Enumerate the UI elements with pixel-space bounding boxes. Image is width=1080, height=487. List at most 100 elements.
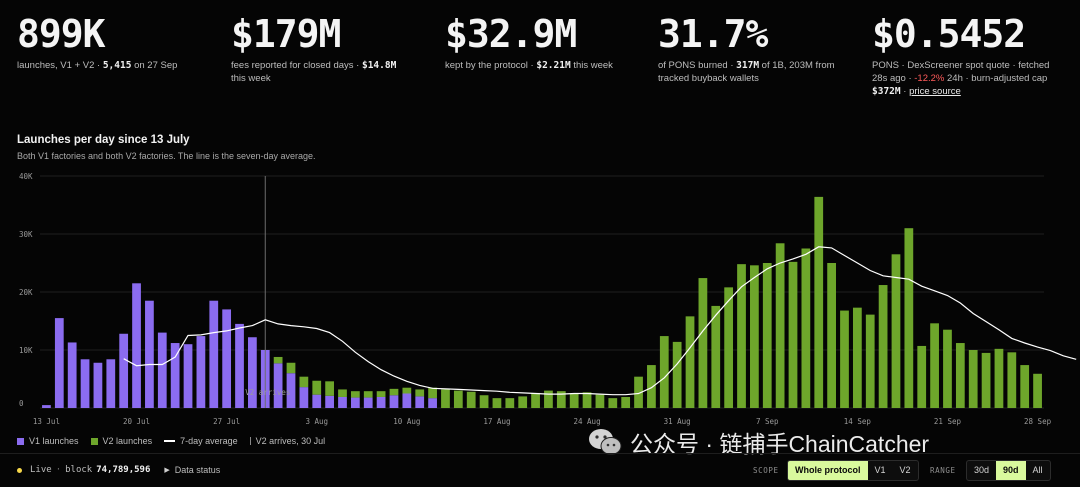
bar-v2 (312, 380, 322, 395)
legend-line-average (164, 440, 176, 442)
bar-v1 (67, 342, 77, 408)
x-tick-label: 17 Aug (483, 417, 510, 426)
bar-v2 (325, 381, 334, 396)
bar-v1 (42, 405, 51, 408)
legend-label: V2 launches (102, 436, 153, 446)
stat-highlight: 5,415 (102, 60, 132, 71)
stat-highlight: $372M (872, 86, 901, 97)
legend-label: V2 arrives, 30 Jul (255, 436, 326, 446)
stat-description: kept by the protocol · $2.21M this week (445, 59, 635, 72)
stat-highlight: $2.21M (536, 60, 571, 71)
stat-text: · (900, 86, 910, 97)
bar-v2 (737, 264, 746, 408)
y-tick-label: 20K (19, 288, 33, 297)
stat-value: $32.9M (445, 12, 577, 56)
scope-option-v2[interactable]: V2 (899, 465, 911, 475)
stat-pons-burned: 31.7% of PONS burned · 317M of 1B, 203M … (658, 12, 858, 85)
bar-v2 (428, 387, 437, 399)
stat-description: of PONS burned · 317M of 1B, 203M from t… (658, 59, 846, 85)
bar-v1 (93, 362, 103, 408)
chart-title: Launches per day since 13 July (17, 134, 190, 146)
bar-v2 (389, 388, 399, 396)
bar-v1 (80, 359, 90, 408)
bar-v1 (273, 363, 283, 408)
bar-v2 (878, 285, 888, 408)
bar-v2 (1007, 352, 1017, 408)
range-label: RANGE (930, 466, 956, 475)
launches-chart: 0 10K 20K 30K 40K 13 Jul 20 Jul 27 Jul 3 Aug 10 A… (19, 172, 1077, 426)
legend-item-average: 7-day average (164, 436, 238, 446)
bar-v1 (145, 300, 154, 408)
bar-v2 (917, 345, 927, 408)
stat-value: 31.7% (658, 12, 768, 56)
triangle-right-icon: ▶ (164, 467, 170, 474)
y-tick-label: 10K (19, 346, 33, 355)
bar-v1 (222, 309, 232, 408)
bar-v2 (814, 196, 824, 408)
bar-v1 (286, 373, 296, 408)
live-dot-icon (17, 467, 22, 473)
x-tick-label: 27 Jul (213, 417, 240, 426)
stat-fees: $179M fees reported for closed days · $1… (231, 12, 431, 85)
legend-item-v1: V1 launches (17, 436, 79, 446)
bar-v2 (1020, 365, 1030, 408)
scope-option-whole-protocol[interactable]: Whole protocol (788, 461, 868, 480)
legend-item-v2: V2 launches (90, 436, 153, 446)
stat-highlight: 317M (736, 60, 760, 71)
stat-text: this week (570, 60, 613, 71)
stat-text: 24h · burn-adjusted cap (944, 73, 1048, 84)
range-option-all[interactable]: All (1032, 465, 1043, 475)
price-source-link[interactable]: price source (909, 86, 961, 97)
bar-v2 (647, 365, 656, 408)
bar-v2 (595, 394, 605, 408)
bar-v2 (569, 393, 579, 408)
bar-v1 (248, 337, 257, 408)
stat-launches: 899K launches, V1 + V2 · 5,415 on 27 Sep (17, 12, 217, 72)
range-option-30d[interactable]: 30d (974, 465, 990, 475)
bar-v2 (363, 391, 373, 398)
x-tick-label: 3 Aug (305, 417, 328, 426)
stat-value: $179M (231, 12, 341, 56)
stat-description: fees reported for closed days · $14.8M t… (231, 59, 409, 85)
watermark-text: 公众号 · 链捕手ChainCatcher (630, 431, 930, 457)
bar-v2 (711, 305, 721, 408)
y-tick-label: 30K (19, 230, 33, 239)
scope-selector: Whole protocol V1 V2 (787, 460, 919, 481)
bar-v1 (402, 393, 412, 408)
bar-v2 (840, 310, 849, 408)
bar-v1 (312, 394, 322, 408)
legend-swatch-v2 (90, 437, 98, 445)
bar-v2 (750, 265, 759, 408)
watermark: 公众号 · 链捕手ChainCatcher (588, 423, 929, 461)
bar-v2 (724, 287, 734, 408)
data-status-toggle[interactable]: ▶ Data status (164, 465, 220, 475)
bar-v2 (634, 376, 643, 408)
bar-v1 (363, 397, 373, 408)
chart-legend: V1 launches V2 launches 7-day average V2… (17, 435, 337, 447)
data-status-label: Data status (174, 465, 221, 475)
range-option-90d[interactable]: 90d (996, 461, 1026, 480)
bar-v2 (544, 390, 553, 408)
live-status: Live · block 74,789,596 ▶ Data status (17, 465, 220, 475)
bar-v1 (389, 395, 399, 408)
bar-v2 (762, 263, 772, 408)
bar-v1 (428, 398, 437, 408)
footer-divider (0, 453, 1080, 454)
bar-v2 (466, 391, 476, 408)
bar-v2 (441, 389, 450, 408)
stat-change-negative: -12.2% (914, 73, 945, 84)
legend-marker-line (249, 437, 251, 445)
stat-highlight: $14.8M (361, 60, 397, 71)
scope-option-v1[interactable]: V1 (874, 465, 886, 475)
bar-v1 (209, 300, 219, 408)
stat-text: of 1B, 203M from tracked buyback wallets (658, 60, 835, 84)
bar-v2 (891, 254, 901, 408)
block-label: block (65, 465, 93, 475)
chart-subtitle: Both V1 factories and both V2 factories.… (17, 151, 316, 161)
bar-v1 (415, 396, 425, 408)
live-label: Live (30, 465, 52, 475)
bar-v2 (582, 392, 592, 408)
stat-value: $0.5452 (872, 12, 1026, 56)
bar-v1 (376, 396, 386, 408)
x-tick-label: 10 Aug (393, 417, 420, 426)
